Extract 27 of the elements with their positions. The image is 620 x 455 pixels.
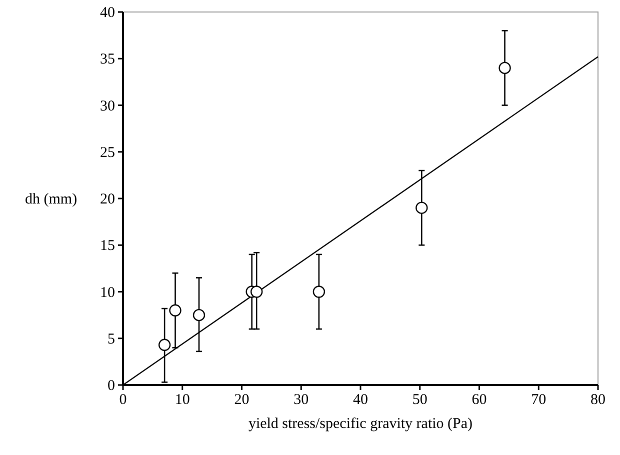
y-tick-label: 40 (100, 5, 115, 21)
x-tick-label: 30 (294, 392, 309, 408)
point (416, 202, 428, 214)
y-tick-label: 0 (108, 378, 115, 394)
point (250, 286, 263, 298)
x-axis-title: yield stress/specific gravity ratio (Pa) (248, 416, 473, 432)
y-tick-label: 30 (100, 98, 115, 114)
x-tick-label: 10 (174, 392, 190, 408)
y-tick-label: 10 (100, 284, 115, 301)
point (498, 62, 511, 74)
point (192, 308, 206, 322)
x-tick-label: 0 (119, 392, 127, 408)
x-tick-label: 80 (590, 392, 606, 408)
y-axis-title: dh (mm) (25, 192, 78, 208)
y-tick-label: 15 (100, 238, 115, 254)
y-tick-label: 25 (100, 144, 115, 161)
x-tick-label: 50 (412, 392, 428, 408)
x-tick-label: 70 (531, 392, 546, 408)
x-tick-label: 60 (472, 392, 487, 408)
y-tick-label: 35 (100, 52, 115, 68)
x-tick-label: 20 (234, 392, 250, 408)
point (312, 286, 326, 298)
y-tick-label: 5 (108, 331, 115, 348)
point (169, 304, 182, 316)
point (158, 338, 171, 351)
x-tick-label: 40 (353, 392, 368, 408)
y-tick-label: 20 (100, 192, 115, 208)
